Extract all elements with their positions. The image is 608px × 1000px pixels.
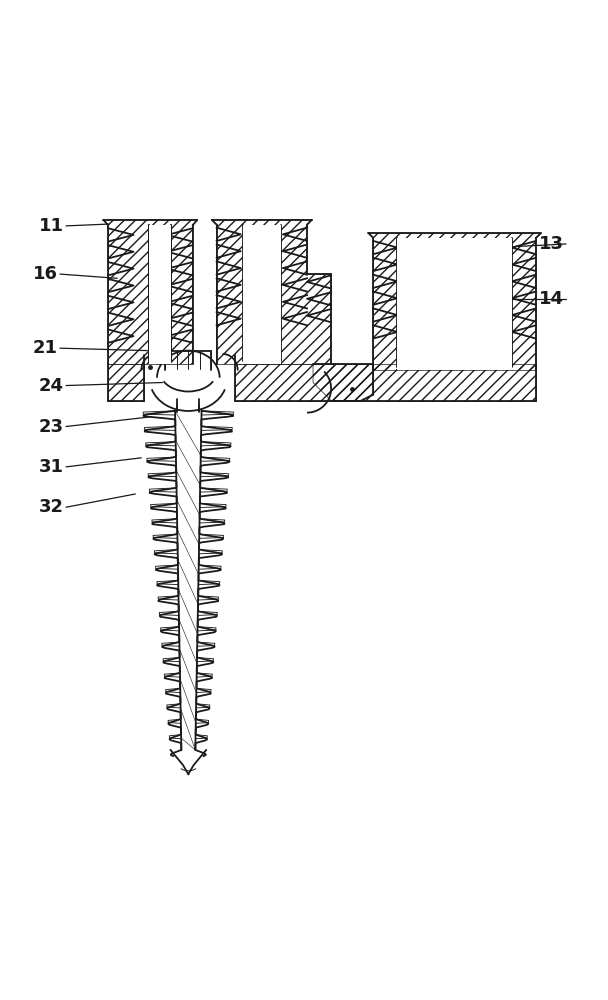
Text: 11: 11 bbox=[38, 217, 63, 235]
Text: 13: 13 bbox=[539, 235, 564, 253]
Bar bbox=[398, 238, 512, 370]
Text: 21: 21 bbox=[32, 339, 57, 357]
Text: 32: 32 bbox=[38, 498, 63, 516]
Bar bbox=[243, 225, 281, 364]
Text: 14: 14 bbox=[539, 290, 564, 308]
Text: 23: 23 bbox=[38, 418, 63, 436]
Text: 24: 24 bbox=[38, 377, 63, 395]
Text: 16: 16 bbox=[32, 265, 57, 283]
Bar bbox=[149, 225, 171, 364]
Text: 31: 31 bbox=[38, 458, 63, 476]
